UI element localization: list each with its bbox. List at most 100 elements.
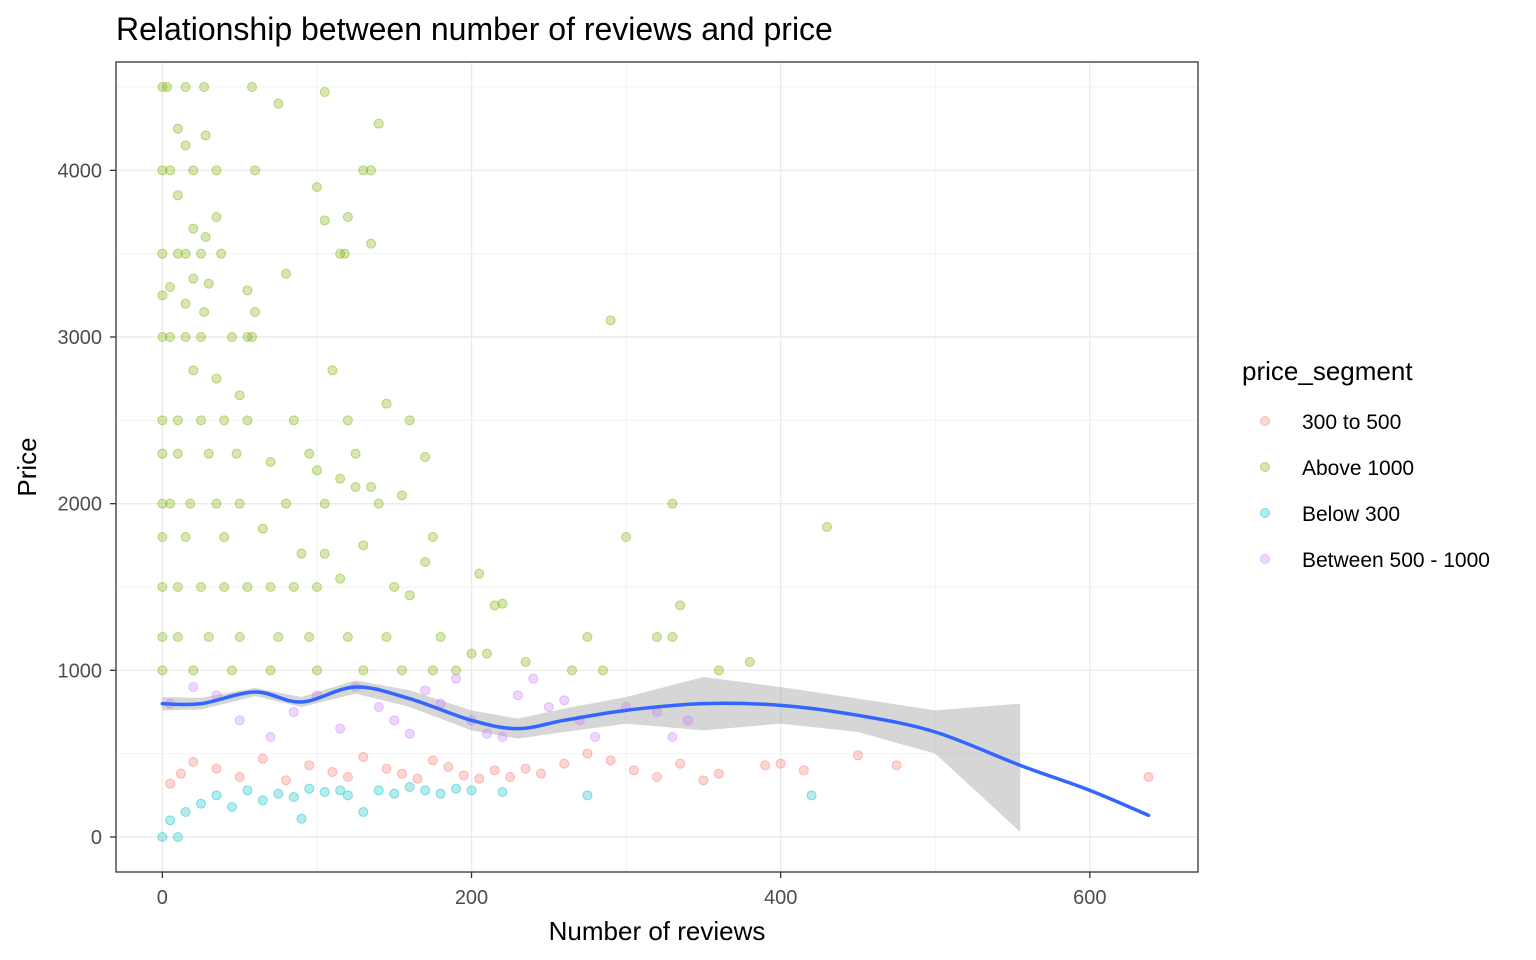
point-above-1000: [404, 415, 415, 426]
point-above-1000: [180, 298, 191, 309]
point-above-1000: [211, 498, 222, 509]
point-above-1000: [489, 600, 500, 611]
point-above-1000: [427, 665, 438, 676]
point-below-300: [404, 782, 415, 792]
point-above-1000: [667, 632, 678, 642]
point-300-to-500: [559, 758, 570, 769]
legend-key-above-1000: [1260, 462, 1270, 472]
point-below-300: [296, 813, 307, 824]
legend-label-above-1000: Above 1000: [1302, 457, 1414, 480]
point-above-1000: [172, 632, 183, 642]
point-above-1000: [226, 332, 237, 342]
point-above-1000: [335, 573, 346, 584]
legend-title: price_segment: [1242, 356, 1413, 386]
point-above-1000: [172, 123, 183, 134]
point-below-300: [273, 788, 284, 799]
point-above-1000: [822, 522, 833, 532]
legend-label-between-500-1000: Between 500 - 1000: [1302, 549, 1490, 572]
point-300-to-500: [188, 757, 199, 767]
point-above-1000: [744, 657, 755, 667]
point-above-1000: [157, 82, 168, 92]
point-between-500-1000: [559, 695, 570, 706]
point-above-1000: [200, 130, 211, 141]
point-above-1000: [273, 632, 284, 642]
point-above-1000: [265, 582, 276, 592]
point-above-1000: [157, 532, 168, 542]
point-between-500-1000: [451, 673, 462, 684]
point-above-1000: [520, 657, 531, 667]
point-above-1000: [172, 248, 183, 259]
point-below-300: [335, 785, 346, 796]
point-300-to-500: [234, 772, 245, 782]
point-above-1000: [311, 465, 322, 476]
point-between-500-1000: [512, 690, 523, 701]
point-300-to-500: [505, 772, 516, 782]
point-above-1000: [667, 498, 678, 509]
point-above-1000: [481, 648, 492, 659]
point-above-1000: [327, 365, 338, 376]
point-above-1000: [281, 498, 292, 509]
point-300-to-500: [412, 773, 423, 784]
point-above-1000: [257, 523, 268, 534]
x-tick-label: 600: [1073, 887, 1106, 909]
point-above-1000: [203, 448, 214, 459]
point-above-1000: [211, 373, 222, 384]
point-above-1000: [180, 248, 191, 259]
point-above-1000: [288, 415, 299, 426]
point-above-1000: [342, 415, 353, 426]
point-below-300: [172, 832, 183, 842]
point-300-to-500: [652, 772, 662, 782]
point-above-1000: [474, 568, 485, 579]
point-above-1000: [250, 165, 261, 176]
point-above-1000: [242, 285, 253, 296]
point-between-500-1000: [265, 732, 276, 742]
point-300-to-500: [536, 768, 547, 779]
point-above-1000: [597, 665, 608, 676]
point-below-300: [226, 802, 237, 812]
point-above-1000: [420, 452, 431, 462]
y-tick-label: 3000: [58, 327, 103, 349]
point-above-1000: [319, 215, 330, 226]
point-above-1000: [250, 307, 261, 317]
y-tick-label: 0: [91, 827, 102, 849]
point-below-300: [342, 790, 353, 801]
point-below-300: [288, 792, 299, 802]
point-300-to-500: [427, 755, 438, 766]
x-axis-title: Number of reviews: [549, 916, 766, 946]
point-above-1000: [366, 238, 377, 249]
point-above-1000: [234, 632, 245, 642]
point-above-1000: [675, 600, 686, 611]
point-above-1000: [200, 232, 211, 242]
point-300-to-500: [304, 760, 315, 771]
point-below-300: [373, 785, 384, 796]
point-above-1000: [366, 165, 377, 176]
point-above-1000: [311, 182, 322, 192]
point-above-1000: [342, 632, 353, 642]
point-above-1000: [273, 98, 284, 109]
point-300-to-500: [257, 753, 268, 764]
point-above-1000: [339, 248, 350, 259]
point-300-to-500: [281, 775, 292, 786]
point-above-1000: [582, 632, 593, 642]
point-above-1000: [219, 415, 230, 426]
y-tick-label: 1000: [58, 660, 103, 682]
point-300-to-500: [443, 762, 454, 772]
point-above-1000: [199, 307, 210, 317]
point-above-1000: [396, 490, 407, 501]
point-above-1000: [389, 582, 400, 592]
point-below-300: [211, 790, 222, 801]
point-above-1000: [427, 532, 438, 542]
point-below-300: [165, 815, 176, 826]
point-above-1000: [497, 598, 508, 609]
point-above-1000: [319, 548, 330, 559]
point-above-1000: [373, 118, 384, 129]
point-above-1000: [435, 632, 446, 642]
y-tick-label: 4000: [58, 160, 103, 182]
point-above-1000: [203, 632, 214, 642]
point-above-1000: [157, 248, 168, 259]
point-300-to-500: [358, 752, 369, 762]
point-between-500-1000: [682, 715, 693, 726]
point-300-to-500: [628, 765, 639, 776]
point-below-300: [435, 788, 446, 799]
panel-border: [115, 61, 1199, 873]
